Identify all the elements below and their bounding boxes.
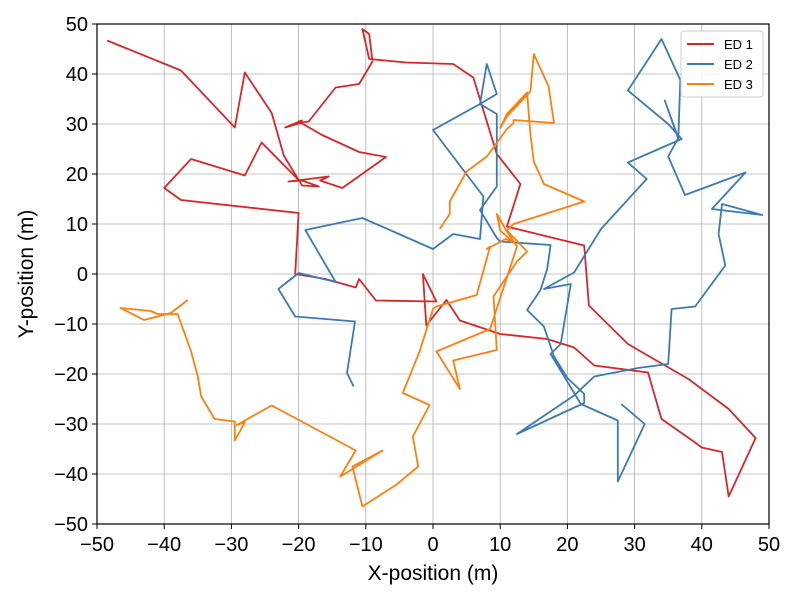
y-tick-label: −20: [54, 364, 88, 386]
legend-box: [680, 30, 764, 98]
x-tick-label: 10: [489, 534, 511, 556]
x-tick-label: −50: [80, 534, 114, 556]
y-tick-label: −40: [54, 464, 88, 486]
y-tick-label: 30: [66, 114, 88, 136]
legend: ED 1 ED 2 ED 3: [680, 30, 764, 98]
legend-label-ed-3: ED 3: [724, 77, 753, 92]
series-layer: [106, 28, 764, 508]
y-axis-label: Y-position (m): [15, 210, 38, 339]
ticks: −50 −40 −30 −20 −10 0 10 20 30 40 50 −50 −40 −30 −20 −1…: [54, 14, 780, 556]
x-tick-label: 20: [556, 534, 578, 556]
x-axis-label: X-position (m): [368, 562, 499, 585]
x-tick-label: 40: [691, 534, 713, 556]
x-tick-label: −30: [214, 534, 248, 556]
y-tick-label: 10: [66, 214, 88, 236]
series-line-ed-1: [106, 28, 757, 498]
legend-label-ed-2: ED 2: [724, 57, 753, 72]
series-line-ed-3: [119, 53, 586, 508]
legend-label-ed-1: ED 1: [724, 37, 753, 52]
x-tick-label: −10: [349, 534, 383, 556]
x-tick-label: −20: [282, 534, 316, 556]
y-tick-label: −10: [54, 314, 88, 336]
y-tick-label: 40: [66, 64, 88, 86]
y-tick-label: 0: [77, 264, 88, 286]
x-tick-label: 30: [623, 534, 645, 556]
x-tick-label: 0: [427, 534, 438, 556]
x-tick-label: −40: [147, 534, 181, 556]
y-tick-label: −30: [54, 414, 88, 436]
y-tick-label: 20: [66, 164, 88, 186]
y-tick-label: −50: [54, 514, 88, 536]
series-line-ed-2: [277, 38, 764, 483]
x-tick-label: 50: [758, 534, 780, 556]
y-tick-label: 50: [66, 14, 88, 36]
